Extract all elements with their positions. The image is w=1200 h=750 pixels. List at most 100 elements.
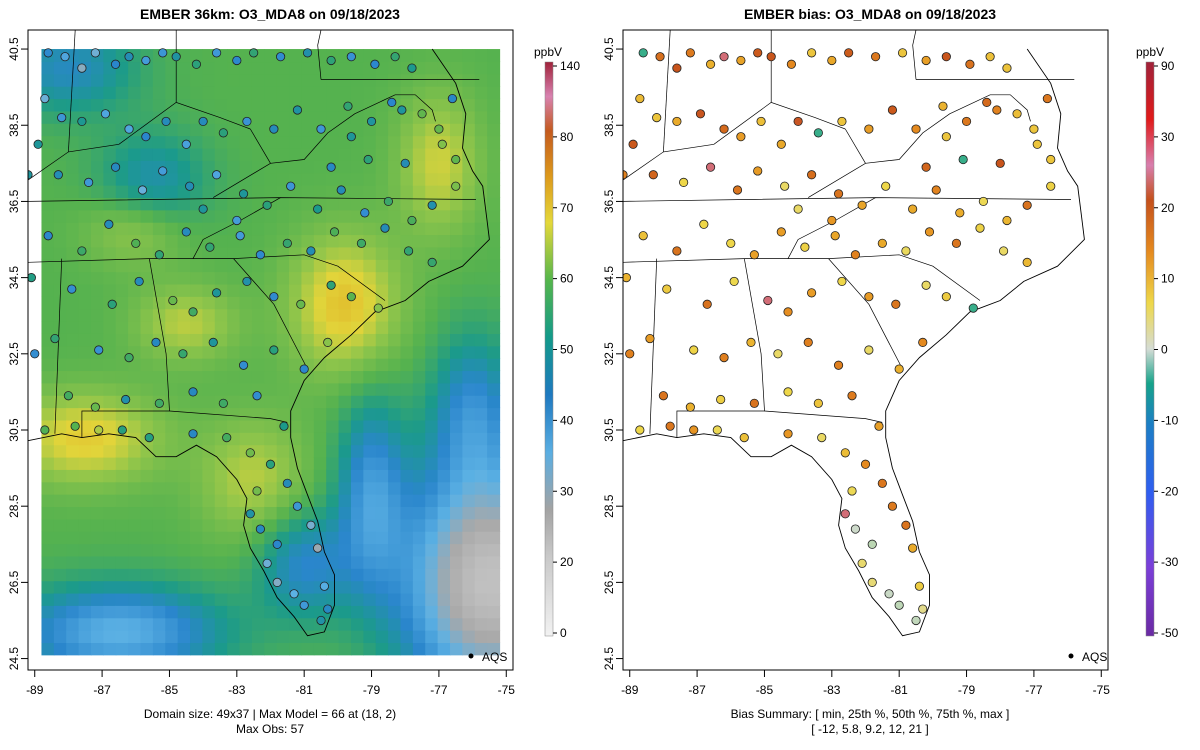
model-grid-cell [103, 49, 117, 63]
model-grid-cell [152, 456, 166, 470]
model-grid-cell [363, 605, 377, 619]
model-grid-cell [53, 234, 67, 248]
model-grid-cell [239, 197, 253, 211]
model-grid-cell [338, 382, 352, 396]
bias-site [857, 200, 867, 210]
bias-site [897, 48, 908, 58]
model-grid-cell [450, 592, 463, 606]
model-grid-cell [128, 185, 142, 198]
model-grid-cell [425, 308, 439, 322]
model-grid-cell [375, 234, 389, 248]
bias-site [635, 93, 645, 104]
model-grid-cell [388, 185, 402, 198]
model-grid-cell [190, 160, 204, 174]
bias-summary-caption: Bias Summary: [ min, 25th %, 50th %, 75t… [731, 707, 1010, 721]
model-grid-cell [363, 358, 377, 372]
y-tick-label: 38.5 [602, 113, 616, 137]
model-grid-cell [388, 358, 402, 372]
model-grid-cell [474, 345, 488, 359]
model-grid-cell [375, 642, 389, 656]
model-grid-cell [177, 160, 191, 174]
aqs-site [262, 558, 272, 568]
model-grid-cell [363, 469, 377, 483]
model-grid-cell [462, 123, 476, 137]
model-grid-cell [190, 49, 204, 63]
aqs-site [346, 292, 356, 302]
aqs-site [343, 101, 353, 111]
aqs-site [316, 124, 326, 134]
model-grid-cell [214, 61, 228, 75]
model-grid-cell [326, 592, 340, 606]
model-grid-cell [78, 580, 92, 594]
model-grid-cell [251, 147, 265, 161]
model-grid-cell [474, 444, 488, 458]
model-grid-cell [128, 86, 142, 100]
model-grid-cell [165, 185, 179, 198]
aqs-site [50, 333, 60, 344]
model-grid-cell [239, 259, 253, 273]
aqs-site [326, 280, 336, 290]
bias-site [887, 105, 898, 115]
bias-site [807, 170, 817, 180]
model-grid-cell [474, 395, 488, 409]
model-grid-cell [437, 617, 451, 631]
model-grid-cell [202, 506, 216, 520]
aqs-site [181, 227, 191, 237]
model-grid-cell [41, 642, 55, 656]
model-grid-cell [425, 246, 439, 260]
model-grid-cell [301, 407, 315, 421]
model-grid-cell [214, 419, 228, 433]
model-grid-cell [66, 617, 80, 631]
aqs-site [110, 162, 121, 172]
model-grid-cell [425, 407, 439, 421]
model-grid-cell [90, 518, 104, 532]
model-grid-cell [338, 271, 352, 285]
model-grid-cell [388, 568, 402, 582]
model-grid-cell [115, 296, 129, 310]
model-grid-cell [115, 580, 129, 594]
model-grid-cell [412, 506, 426, 520]
model-grid-cell [400, 222, 414, 236]
model-grid-cell [202, 222, 216, 236]
model-grid-cell [412, 358, 426, 372]
model-grid-cell [177, 543, 191, 557]
model-grid-cell [425, 147, 439, 161]
model-grid-cell [90, 531, 104, 545]
model-grid-cell [264, 110, 278, 124]
bias-site [807, 48, 817, 58]
model-grid-cell [239, 135, 253, 149]
model-grid-cell [487, 592, 501, 606]
model-grid-cell [90, 555, 104, 569]
model-grid-cell [437, 370, 451, 384]
aqs-site [255, 524, 265, 534]
model-grid-cell [412, 456, 426, 470]
model-grid-cell [190, 494, 204, 508]
model-grid-cell [190, 209, 204, 223]
model-grid-cell [165, 333, 179, 347]
model-grid-cell [66, 555, 80, 569]
model-grid-cell [227, 506, 241, 520]
model-grid-cell [103, 234, 117, 248]
model-grid-cell [338, 172, 352, 186]
model-grid-cell [301, 469, 315, 483]
aqs-site [212, 170, 222, 180]
model-grid-cell [202, 73, 216, 87]
state-border [623, 197, 1072, 202]
model-grid-cell [313, 86, 327, 100]
model-grid-cell [103, 419, 117, 433]
bias-site [719, 353, 729, 363]
bias-site [702, 299, 712, 309]
y-tick-label: 24.5 [602, 647, 616, 671]
model-grid-cell [165, 172, 179, 186]
aqs-site [272, 577, 282, 587]
model-grid-cell [128, 580, 142, 594]
model-grid-cell [313, 110, 327, 124]
model-grid-cell [388, 407, 402, 421]
model-grid-cell [165, 518, 179, 532]
model-grid-cell [276, 395, 290, 409]
model-grid-cell [41, 259, 55, 273]
model-grid-cell [412, 308, 426, 322]
model-grid-cell [313, 506, 327, 520]
model-grid-cell [66, 321, 80, 334]
